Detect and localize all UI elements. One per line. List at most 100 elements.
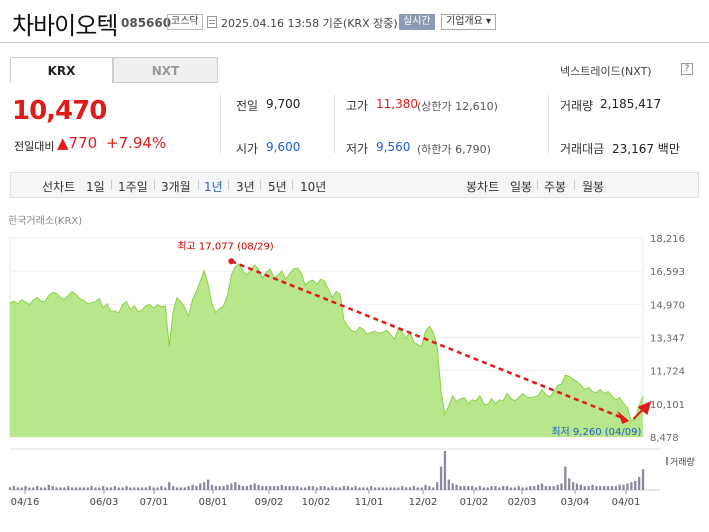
volume-bar — [564, 466, 567, 490]
volume-bar — [129, 487, 132, 490]
volume-bar — [393, 487, 396, 490]
volume-bar — [222, 486, 225, 490]
volume-bar — [377, 487, 381, 490]
volume-bar — [404, 487, 408, 490]
volume-bar — [571, 482, 575, 490]
volume-bar — [245, 486, 249, 490]
volume-bar — [265, 486, 268, 490]
quote-datetime: 2025.04.16 13:58 기준(KRX 장중) — [221, 17, 398, 30]
change-value: ▲770 — [57, 134, 98, 152]
data-source-label: 한국거래소(KRX) — [8, 216, 83, 227]
high-value: 11,380 — [376, 97, 418, 111]
volume-label: 거래량 — [560, 99, 594, 113]
y-tick-label: 13,347 — [650, 334, 685, 345]
separator — [198, 180, 199, 190]
volume-bar — [533, 486, 536, 490]
y-tick-label: 10,101 — [650, 400, 685, 411]
company-info-dropdown[interactable]: 기업개요 ▾ — [441, 14, 496, 30]
low-annotation: 최저 9,260 (04/09) — [551, 426, 641, 438]
volume-bar — [490, 486, 493, 490]
volume-bar — [296, 486, 299, 490]
period-3y[interactable]: 3년 — [236, 180, 255, 194]
period-1w[interactable]: 1주일 — [118, 180, 148, 194]
price-area — [10, 263, 643, 437]
period-1d[interactable]: 1일 — [86, 180, 105, 194]
volume-bar — [552, 486, 555, 490]
volume-bar — [36, 486, 39, 490]
separator — [574, 180, 575, 190]
document-icon — [207, 16, 217, 28]
volume-bar — [226, 484, 229, 490]
volume-bar — [463, 486, 466, 490]
volume-bar — [319, 486, 322, 490]
volume-bar — [536, 484, 540, 490]
x-axis: 04/16 06/03 07/01 08/01 09/02 10/02 11/01 12/02… — [11, 490, 640, 508]
high-marker — [228, 258, 235, 265]
period-1y[interactable]: 1년 — [204, 180, 223, 194]
volume-bar — [59, 487, 62, 490]
volume-bar — [86, 487, 89, 490]
volume-bar — [113, 486, 117, 490]
volume-bar — [47, 484, 50, 490]
volume-bar — [179, 487, 183, 490]
nextrade-link[interactable]: 넥스트레이드(NXT) — [560, 65, 652, 78]
volume-bar — [16, 487, 19, 490]
volume-bar — [358, 487, 361, 490]
volume-bar — [494, 486, 497, 490]
x-tick-label: 11/01 — [355, 497, 384, 508]
candle-chart-label: 봉차트 — [466, 180, 500, 194]
volume-bar — [486, 487, 489, 490]
period-monthly-candle[interactable]: 월봉 — [582, 180, 605, 194]
volume-bar — [206, 479, 210, 490]
volume-bar — [436, 482, 439, 490]
tab-krx[interactable]: KRX — [10, 57, 113, 83]
volume-bar — [183, 487, 186, 490]
volume-bar — [94, 487, 97, 490]
market-tag: 코스닥 — [167, 14, 203, 30]
volume-bar — [610, 486, 614, 490]
period-5y[interactable]: 5년 — [268, 180, 287, 194]
volume-bar — [401, 486, 404, 490]
period-3m[interactable]: 3개월 — [161, 180, 191, 194]
volume-bar — [412, 486, 416, 490]
volume-bar — [82, 487, 85, 490]
divider — [334, 95, 335, 153]
volume-bar — [548, 486, 551, 490]
volume-bar — [502, 486, 505, 490]
x-tick-label: 09/02 — [255, 497, 284, 508]
volume-bar — [474, 487, 478, 490]
volume-bar — [78, 487, 82, 490]
volume-bar — [529, 486, 532, 490]
volume-bar — [315, 487, 318, 490]
change-percent: +7.94% — [106, 134, 167, 152]
period-daily-candle[interactable]: 일봉 — [510, 180, 533, 194]
y-tick-label: 18,216 — [650, 234, 685, 245]
help-icon[interactable]: ? — [681, 63, 693, 75]
volume-bar — [346, 486, 350, 490]
volume-bar — [144, 487, 148, 490]
volume-bar — [257, 484, 260, 490]
volume-bar — [136, 487, 140, 490]
separator — [154, 180, 155, 190]
volume-legend: 거래량 — [666, 455, 695, 468]
realtime-button[interactable]: 실시간 — [399, 14, 435, 30]
tab-nxt[interactable]: NXT — [113, 57, 218, 83]
volume-bar — [614, 486, 617, 490]
volume-bar — [191, 484, 194, 490]
volume-bar — [521, 487, 524, 490]
volume-bar — [55, 487, 58, 490]
volume-bar — [637, 477, 641, 490]
period-10y[interactable]: 10년 — [300, 180, 327, 194]
volume-bar — [280, 484, 283, 490]
volume-bar — [599, 486, 602, 490]
volume-bar — [105, 487, 109, 490]
volume-bar — [261, 486, 264, 490]
volume-bar — [509, 487, 513, 490]
volume-bar — [230, 483, 233, 490]
volume-bar — [63, 487, 66, 490]
volume-bar — [587, 486, 590, 490]
volume-bar — [579, 484, 583, 490]
period-weekly-candle[interactable]: 주봉 — [544, 180, 567, 194]
volume-bar — [606, 486, 610, 490]
